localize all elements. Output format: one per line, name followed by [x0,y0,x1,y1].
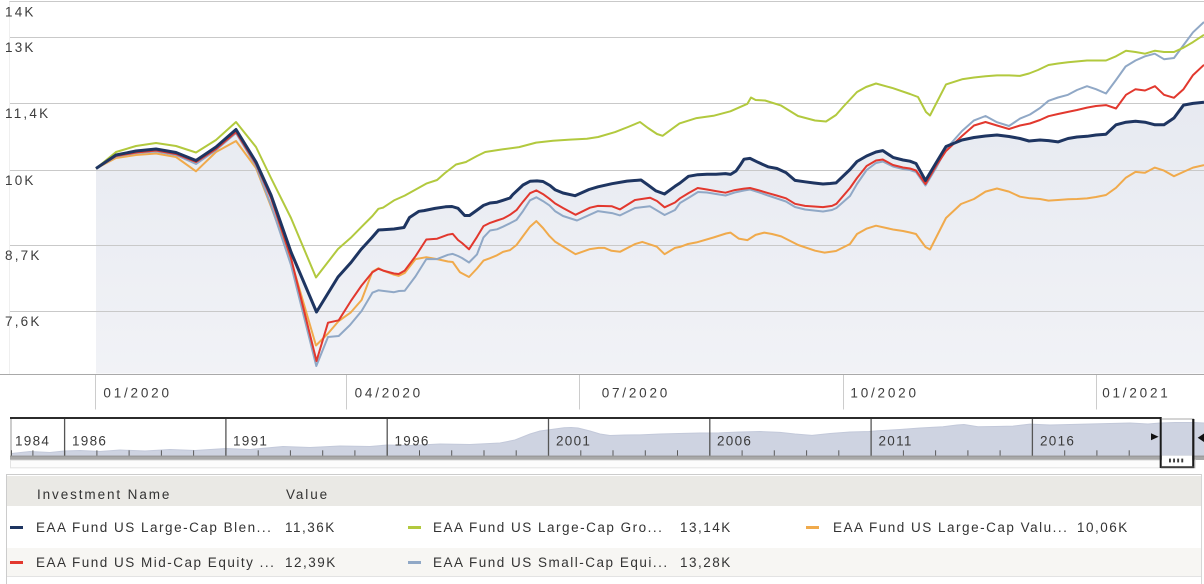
svg-text:13K: 13K [5,40,36,55]
svg-text:7,6K: 7,6K [5,314,42,329]
svg-text:01/2020: 01/2020 [103,386,171,401]
svg-text:2001: 2001 [556,434,591,449]
svg-text:14K: 14K [5,4,36,19]
svg-text:11,4K: 11,4K [5,106,50,121]
svg-text:2006: 2006 [717,434,752,449]
svg-text:10K: 10K [5,173,36,188]
svg-text:2011: 2011 [879,434,913,449]
svg-text:04/2020: 04/2020 [355,386,423,401]
svg-text:1984: 1984 [15,434,50,449]
svg-text:10/2020: 10/2020 [850,386,918,401]
svg-text:1996: 1996 [395,434,430,449]
svg-text:8,7K: 8,7K [5,248,42,263]
svg-text:1986: 1986 [72,434,107,449]
svg-text:07/2020: 07/2020 [602,386,670,401]
svg-text:2016: 2016 [1040,434,1075,449]
svg-text:01/2021: 01/2021 [1102,386,1170,401]
svg-text:1991: 1991 [233,434,268,449]
